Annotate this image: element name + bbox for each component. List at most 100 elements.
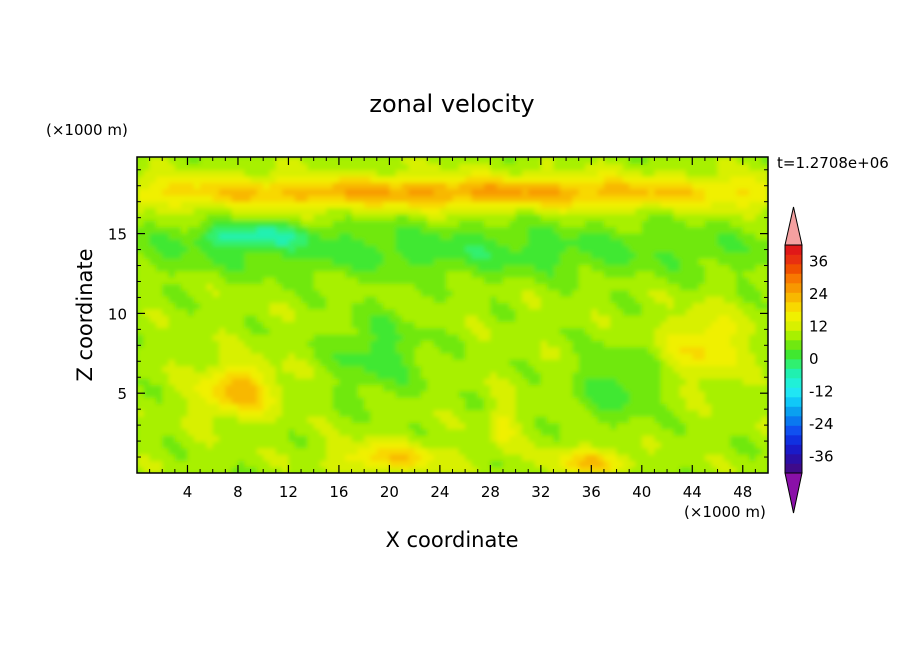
contour-cell bbox=[143, 378, 151, 386]
contour-cell bbox=[143, 232, 151, 240]
contour-cell bbox=[301, 333, 308, 341]
contour-cell bbox=[704, 245, 712, 253]
contour-cell bbox=[389, 232, 397, 240]
contour-cell bbox=[635, 340, 643, 348]
contour-cell bbox=[338, 239, 346, 247]
contour-cell bbox=[143, 359, 151, 367]
contour-cell bbox=[452, 327, 460, 335]
contour-cell bbox=[566, 283, 573, 291]
contour-cell bbox=[433, 264, 441, 272]
contour-cell bbox=[263, 359, 271, 367]
contour-cell bbox=[395, 302, 403, 310]
contour-cell bbox=[212, 327, 220, 335]
contour-cell bbox=[553, 207, 561, 215]
contour-cell bbox=[591, 270, 599, 278]
contour-cell bbox=[288, 352, 296, 360]
contour-cell bbox=[237, 194, 245, 202]
contour-cell bbox=[585, 163, 592, 171]
contour-cell bbox=[742, 239, 750, 247]
contour-cell bbox=[597, 264, 605, 272]
contour-cell bbox=[465, 169, 473, 177]
contour-cell bbox=[591, 302, 599, 310]
contour-cell bbox=[174, 352, 182, 360]
contour-cell bbox=[730, 239, 738, 247]
contour-cell bbox=[578, 371, 586, 379]
contour-cell bbox=[174, 264, 182, 272]
contour-cell bbox=[477, 194, 485, 202]
contour-cell bbox=[547, 454, 555, 461]
contour-cell bbox=[206, 245, 214, 253]
contour-cell bbox=[294, 428, 302, 436]
contour-cell bbox=[143, 226, 151, 234]
contour-cell bbox=[591, 296, 599, 303]
contour-cell bbox=[597, 315, 605, 322]
contour-cell bbox=[237, 466, 245, 473]
contour-cell bbox=[667, 466, 674, 473]
contour-cell bbox=[244, 232, 252, 240]
contour-cell bbox=[622, 346, 630, 354]
contour-cell bbox=[610, 213, 618, 221]
contour-cell bbox=[597, 207, 605, 215]
contour-cell bbox=[704, 302, 712, 310]
contour-cell bbox=[181, 226, 189, 234]
contour-cell bbox=[326, 308, 334, 316]
contour-cell bbox=[452, 207, 460, 215]
contour-cell bbox=[578, 315, 586, 322]
contour-cell bbox=[755, 397, 763, 405]
contour-cell bbox=[667, 245, 674, 253]
contour-cell bbox=[212, 264, 220, 272]
contour-cell bbox=[528, 416, 536, 424]
contour-cell bbox=[484, 460, 491, 468]
contour-cell bbox=[736, 416, 744, 424]
contour-cell bbox=[566, 466, 573, 473]
contour-cell bbox=[433, 232, 441, 240]
contour-cell bbox=[673, 207, 681, 215]
contour-cell bbox=[490, 315, 498, 322]
contour-cell bbox=[484, 435, 491, 442]
contour-cell bbox=[275, 365, 283, 373]
contour-cell bbox=[673, 308, 681, 316]
contour-cell bbox=[206, 378, 214, 386]
contour-cell bbox=[547, 175, 555, 183]
contour-cell bbox=[439, 340, 447, 348]
contour-cell bbox=[427, 239, 435, 247]
contour-cell bbox=[528, 409, 536, 417]
contour-cell bbox=[723, 163, 731, 171]
contour-cell bbox=[559, 416, 567, 424]
contour-cell bbox=[162, 333, 170, 341]
contour-cell bbox=[364, 435, 372, 442]
contour-cell bbox=[237, 371, 245, 379]
contour-cell bbox=[509, 441, 517, 449]
contour-cell bbox=[269, 422, 277, 430]
contour-cell bbox=[282, 371, 290, 379]
contour-cell bbox=[364, 397, 372, 405]
contour-cell bbox=[219, 277, 226, 284]
contour-cell bbox=[591, 346, 599, 354]
contour-cell bbox=[736, 207, 744, 215]
contour-cell bbox=[357, 175, 365, 183]
contour-cell bbox=[698, 409, 706, 417]
contour-cell bbox=[219, 270, 226, 278]
contour-cell bbox=[603, 422, 611, 430]
contour-cell bbox=[389, 207, 397, 215]
contour-cell bbox=[667, 409, 674, 417]
contour-cell bbox=[206, 270, 214, 278]
contour-cell bbox=[200, 232, 208, 240]
contour-cell bbox=[717, 466, 725, 473]
contour-cell bbox=[269, 403, 277, 411]
contour-cell bbox=[515, 428, 523, 436]
contour-cell bbox=[711, 188, 719, 196]
contour-cell bbox=[219, 327, 226, 335]
contour-cell bbox=[420, 213, 428, 221]
contour-cell bbox=[761, 220, 768, 228]
contour-cell bbox=[231, 258, 239, 266]
contour-cell bbox=[484, 327, 491, 335]
contour-cell bbox=[673, 371, 681, 379]
contour-cell bbox=[578, 283, 586, 291]
contour-cell bbox=[667, 258, 674, 266]
contour-cell bbox=[200, 289, 208, 297]
contour-cell bbox=[446, 416, 454, 424]
contour-cell bbox=[635, 403, 643, 411]
contour-cell bbox=[414, 302, 422, 310]
contour-cell bbox=[326, 302, 334, 310]
